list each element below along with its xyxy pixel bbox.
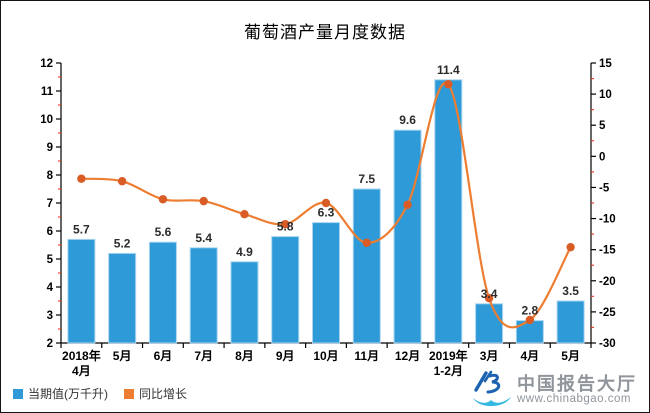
svg-text:5月: 5月	[561, 349, 580, 363]
svg-text:4月: 4月	[521, 349, 540, 363]
svg-text:7.5: 7.5	[358, 172, 375, 186]
svg-text:-25: -25	[599, 307, 616, 319]
svg-text:5.7: 5.7	[73, 222, 90, 236]
watermark-text: 中国报告大厅 www.chinabgao.com	[517, 373, 637, 406]
svg-text:6月: 6月	[154, 349, 173, 363]
svg-text:5.2: 5.2	[114, 236, 131, 250]
svg-text:10: 10	[599, 89, 612, 101]
svg-text:4.9: 4.9	[236, 245, 253, 259]
svg-text:11: 11	[41, 86, 54, 98]
svg-text:8月: 8月	[235, 349, 254, 363]
svg-text:4: 4	[47, 282, 54, 294]
watermark-site-url: www.chinabgao.com	[517, 393, 631, 406]
svg-text:5: 5	[599, 120, 606, 132]
svg-text:5: 5	[47, 254, 54, 266]
svg-text:-15: -15	[599, 245, 616, 257]
chinabgao-logo-icon	[473, 370, 511, 407]
svg-text:3.4: 3.4	[481, 287, 498, 301]
legend-item-bar-series: 当期值(万千升)	[13, 385, 108, 402]
legend: 当期值(万千升) 同比增长	[13, 385, 187, 402]
legend-label-bar-series: 当期值(万千升)	[28, 387, 108, 401]
legend-item-line-series: 同比增长	[124, 385, 187, 402]
svg-text:9月: 9月	[276, 349, 295, 363]
svg-text:7月: 7月	[194, 349, 213, 363]
svg-text:15: 15	[599, 58, 612, 70]
line-group	[77, 79, 575, 329]
svg-text:3月: 3月	[480, 349, 499, 363]
svg-text:2.8: 2.8	[522, 304, 539, 318]
svg-text:6: 6	[47, 226, 53, 238]
svg-text:-20: -20	[599, 276, 616, 288]
svg-text:10: 10	[40, 114, 53, 126]
watermark-site-name: 中国报告大厅	[517, 373, 637, 394]
svg-text:-10: -10	[599, 214, 616, 226]
svg-text:-5: -5	[599, 182, 610, 194]
bars-group	[67, 79, 585, 344]
svg-text:2: 2	[47, 338, 53, 350]
svg-text:9.6: 9.6	[399, 113, 416, 127]
svg-text:7: 7	[47, 198, 53, 210]
svg-text:11月: 11月	[354, 349, 379, 363]
svg-text:4月: 4月	[72, 364, 91, 378]
bar-series-swatch-icon	[13, 388, 23, 399]
watermark: 中国报告大厅 www.chinabgao.com	[471, 370, 637, 410]
svg-text:3: 3	[47, 310, 53, 322]
svg-text:5.6: 5.6	[155, 225, 172, 239]
svg-text:9: 9	[47, 142, 53, 154]
svg-text:2019年: 2019年	[429, 348, 468, 363]
legend-label-line-series: 同比增长	[139, 387, 188, 401]
svg-text:12月: 12月	[395, 349, 420, 363]
svg-text:11.4: 11.4	[437, 63, 460, 77]
svg-text:1-2月: 1-2月	[434, 364, 463, 378]
svg-text:8: 8	[47, 170, 54, 182]
svg-text:-30: -30	[599, 338, 616, 350]
svg-text:12: 12	[40, 58, 53, 70]
chart-title: 葡萄酒产量月度数据	[244, 23, 406, 42]
svg-text:5.8: 5.8	[277, 220, 294, 234]
svg-text:0: 0	[599, 151, 605, 163]
svg-text:6.3: 6.3	[318, 206, 335, 220]
svg-text:5.4: 5.4	[195, 231, 212, 245]
svg-text:10月: 10月	[313, 349, 338, 363]
svg-text:2018年: 2018年	[62, 348, 101, 363]
line-series-swatch-icon	[124, 388, 134, 399]
svg-text:5月: 5月	[113, 349, 132, 363]
svg-text:3.5: 3.5	[562, 284, 579, 298]
